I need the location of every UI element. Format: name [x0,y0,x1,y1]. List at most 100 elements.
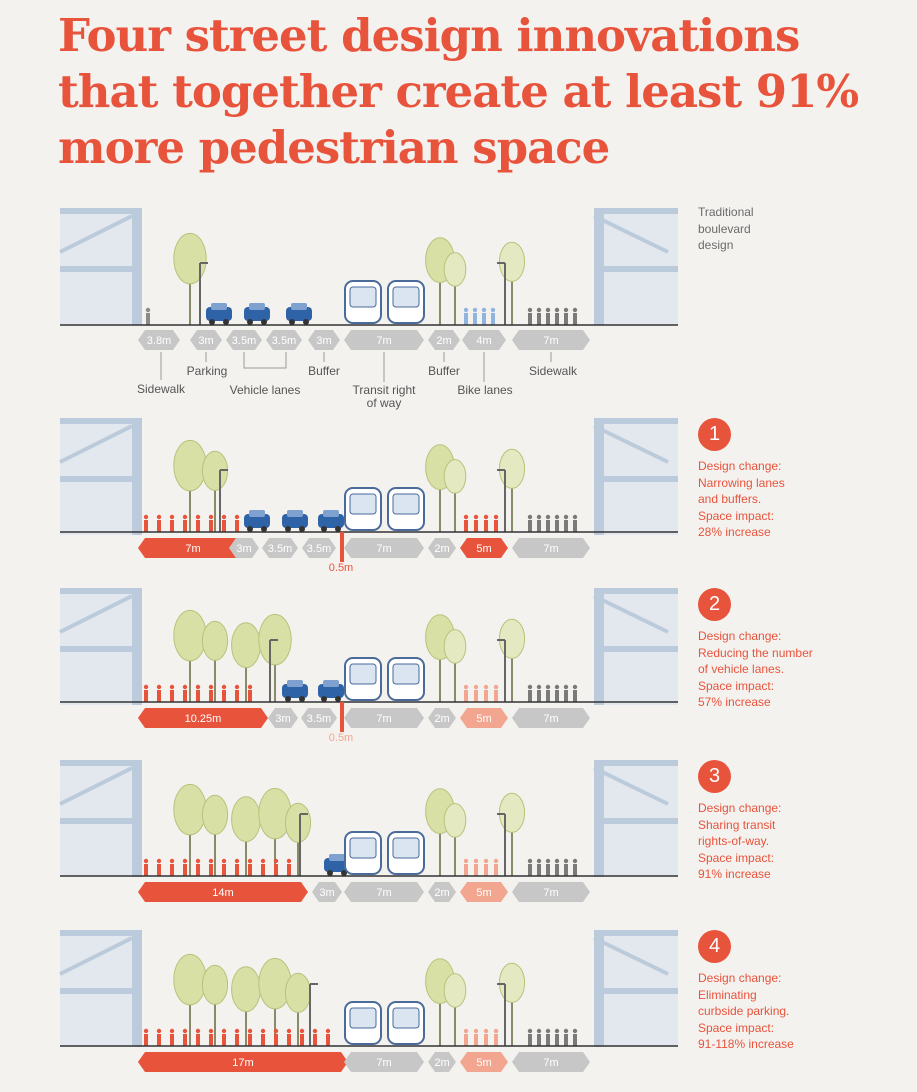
pedestrian-icon [463,307,469,325]
segment-width-label: 2m [434,543,449,555]
segment-width-label: 5m [476,713,491,725]
pedestrian-head [182,858,188,864]
car-body [286,307,312,321]
tree-icon [498,448,526,532]
pedestrian-head [493,1028,499,1034]
segment-width-label: 3.5m [268,543,292,555]
pedestrian-head [234,1028,240,1034]
transit-window [349,663,377,685]
pedestrian-icon [572,307,578,325]
pedestrian-head [156,858,162,864]
pedestrian-icon [527,684,533,702]
pedestrian-head [260,858,266,864]
pedestrian-icon [145,307,151,325]
pedestrian-head [463,684,469,690]
segment-width-label: 5m [476,887,491,899]
pedestrian-icon [463,1028,469,1046]
pedestrian-icon [545,307,551,325]
transit-vehicle-icon [344,1001,382,1045]
segment-width-label: 3m [275,713,290,725]
design-change-text: Design change: Eliminating curbside park… [698,970,848,1053]
pedestrian-icon [572,1028,578,1046]
car-icon [286,303,312,325]
pedestrian-icon [536,514,542,532]
pedestrian-head [493,684,499,690]
tree-crown [284,972,312,1013]
pedestrian-head [182,514,188,520]
pedestrian-body [564,313,568,325]
pedestrian-icon [247,858,253,876]
pedestrian-body [209,1034,213,1046]
pedestrian-head [273,1028,279,1034]
segment-chip [460,882,508,902]
car-body [324,858,350,872]
pedestrian-head [208,1028,214,1034]
segment-chip [262,538,298,558]
tree-crown [498,241,526,282]
design-change-section-2: 10.25m 3m 3.5m 7m 2m 5m 7m 0.5m 2 Design change… [0,580,917,750]
pedestrian-icon [572,858,578,876]
transit-vehicle-icon [387,280,425,324]
segment-chip [344,708,424,728]
pedestrian-body [235,520,239,532]
pedestrian-icon [182,684,188,702]
pedestrian-body [248,864,252,876]
design-change-text: Design change: Narrowing lanes and buffe… [698,458,848,541]
pedestrian-body [157,1034,161,1046]
pedestrian-body [144,864,148,876]
street-lamp-icon [199,262,208,325]
segment-chip [266,330,302,350]
pedestrian-body [300,1034,304,1046]
pedestrian-icon [286,858,292,876]
pedestrian-body [528,520,532,532]
segment-chip [226,330,262,350]
pedestrian-icon [536,684,542,702]
pedestrian-body [222,864,226,876]
segment-chip [138,330,180,350]
pedestrian-icon [563,684,569,702]
tree-icon [201,620,229,702]
tree-crown [284,802,312,843]
car-wheel [327,870,333,876]
pedestrian-body [537,520,541,532]
tree-icon [498,792,526,876]
segment-chip [512,330,590,350]
segment-chip [344,330,424,350]
segment-width-label: 2m [434,1057,449,1069]
pedestrian-icon [195,514,201,532]
pedestrian-icon [234,858,240,876]
car-wheel [285,526,291,532]
segment-chip [344,538,424,558]
step-number-badge: 1 [698,418,731,451]
tree-crown [443,252,467,287]
segment-chip [460,538,508,558]
traditional-label-line: boulevard [698,221,751,236]
design-change-line: and buffers. [698,492,762,506]
tree-icon [231,966,261,1046]
design-change-line: Design change: [698,459,782,473]
design-change-line: Narrowing lanes [698,475,785,490]
transit-window [349,837,377,859]
segment-chip [138,882,308,902]
car-body [206,307,232,321]
pedestrian-head [554,684,560,690]
design-change-section-4: 17m 7m 2m 5m 7m 4 Design change: Eliminating… [0,922,917,1092]
pedestrian-head [545,1028,551,1034]
pedestrian-head [463,307,469,313]
pedestrian-icon [299,1028,305,1046]
pedestrian-icon [473,1028,479,1046]
design-change-line: Space impact: [698,508,775,523]
pedestrian-icon [208,858,214,876]
segment-chip [138,708,268,728]
tree-icon [498,962,526,1046]
traditional-label-line: design [698,238,734,252]
pedestrian-body [564,520,568,532]
transit-vehicle-icon [387,1001,425,1045]
street-lamp-icon [497,469,506,532]
pedestrian-body [144,1034,148,1046]
pedestrian-head [536,858,542,864]
pedestrian-head [463,858,469,864]
pedestrian-body [464,313,468,325]
pedestrian-body [573,520,577,532]
pedestrian-body [146,313,150,325]
